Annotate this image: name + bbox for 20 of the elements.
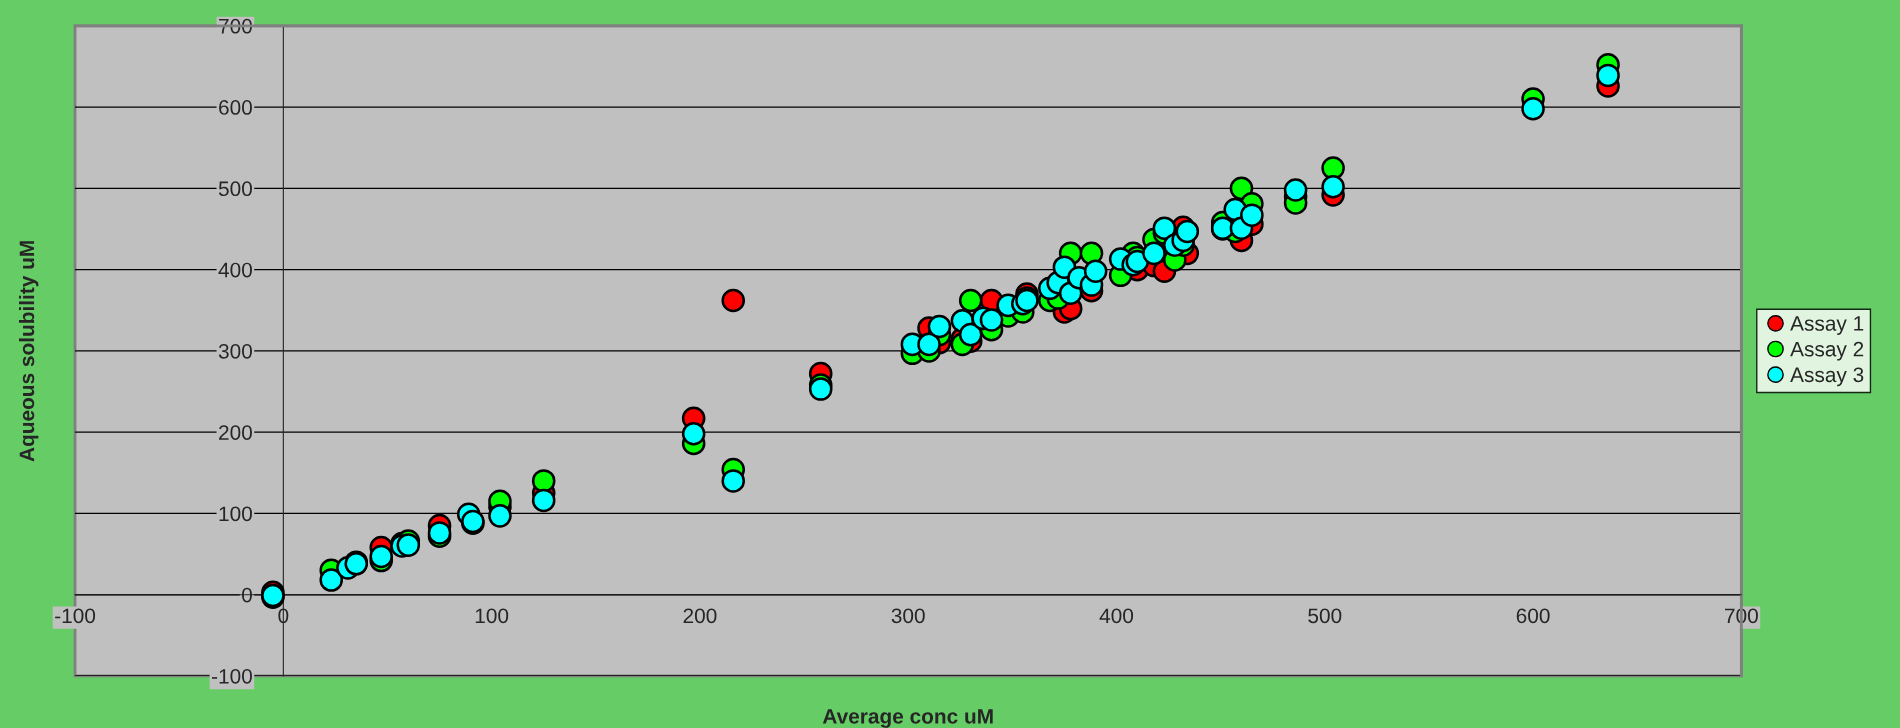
x-tick-label: 300 [891,608,925,624]
y-tick-label: 500 [218,181,252,197]
x-tick-label: 500 [1308,608,1342,624]
y-tick-label: 200 [219,425,252,440]
y-tick-label: 300 [218,343,252,359]
x-tick-label: 200 [683,608,717,624]
y-tick-label: 600 [219,100,252,115]
y-tick-label: 100 [219,506,252,522]
x-tick-label: 100 [475,608,509,624]
legend-label: Assay 3 [1790,367,1864,387]
y-tick-label: -100 [212,668,252,684]
x-tick-label: -100 [55,608,96,624]
x-tick-label: 600 [1516,608,1550,624]
x-axis-title: Average conc uM [822,709,993,728]
legend-label: Assay 1 [1790,316,1864,335]
y-axis-title: Aqueous solubility uM [18,241,39,462]
x-tick-label: 700 [1725,608,1758,624]
y-tick-label: 400 [218,262,252,278]
legend-label: Assay 2 [1790,341,1864,361]
x-tick-label: 400 [1099,608,1134,624]
